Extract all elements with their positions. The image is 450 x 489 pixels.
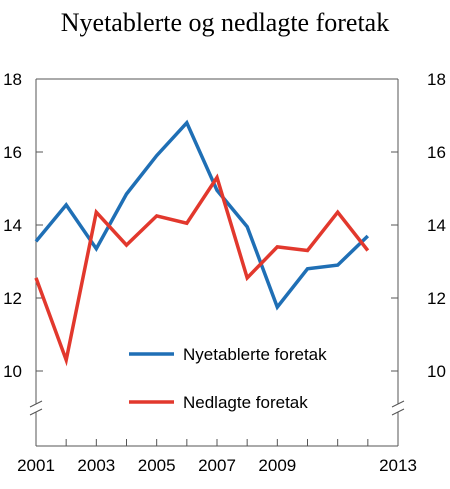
y-tick-label-right: 16 — [427, 143, 446, 162]
y-tick-label-left: 12 — [3, 289, 22, 308]
legend: Nyetablerte foretak Nedlagte foretak — [129, 345, 327, 412]
axis-break-left-lower — [29, 408, 43, 416]
x-tick-label: 2001 — [17, 456, 55, 475]
x-tick-label: 2003 — [77, 456, 115, 475]
axis-break-right-lower — [391, 408, 405, 416]
y-tick-label-right: 18 — [427, 70, 446, 89]
legend-label-1: Nyetablerte foretak — [183, 345, 327, 364]
x-tick-label: 2009 — [258, 456, 296, 475]
y-tick-label-left: 18 — [3, 70, 22, 89]
series-line-2 — [34, 173, 370, 367]
x-tick-label: 2013 — [379, 456, 417, 475]
x-tick-label: 2005 — [138, 456, 176, 475]
legend-label-2: Nedlagte foretak — [183, 393, 308, 412]
y-tick-label-left: 10 — [3, 362, 22, 381]
series-layer — [34, 119, 370, 367]
series-line-1 — [34, 119, 370, 311]
chart-title: Nyetablerte og nedlagte foretak — [60, 8, 390, 37]
x-tick-label: 2007 — [198, 456, 236, 475]
axis-break-right-upper — [391, 400, 405, 408]
y-tick-label-left: 14 — [3, 216, 22, 235]
axis-ticks: 10 10 12 12 14 14 16 16 18 18 2001 2003 2005 2007 2009… — [3, 70, 446, 475]
y-tick-label-right: 14 — [427, 216, 446, 235]
y-tick-label-left: 16 — [3, 143, 22, 162]
y-tick-label-right: 12 — [427, 289, 446, 308]
axis-break-left-upper — [29, 400, 43, 408]
y-tick-label-right: 10 — [427, 362, 446, 381]
